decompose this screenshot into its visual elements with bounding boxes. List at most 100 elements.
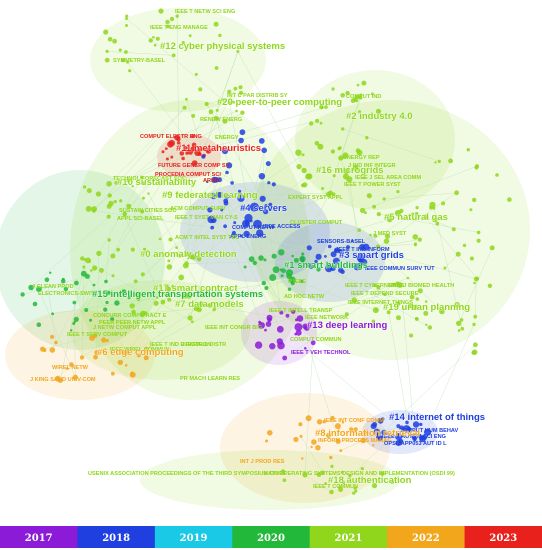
- journal-node: [425, 323, 428, 326]
- journal-node: [153, 300, 159, 306]
- journal-label: INFORM PROCESS MANAG: [318, 438, 392, 444]
- journal-node: [131, 185, 134, 188]
- citation-link: [378, 213, 479, 233]
- journal-node: [117, 359, 124, 366]
- citation-link: [98, 177, 143, 254]
- citation-link: [200, 120, 318, 150]
- journal-node: [112, 38, 117, 44]
- journal-node: [264, 286, 269, 290]
- journal-label: P IEEE: [288, 279, 306, 285]
- journal-label: WIREL NETW: [52, 365, 89, 371]
- journal-node: [296, 164, 302, 170]
- citation-link: [292, 279, 376, 311]
- journal-node: [239, 234, 243, 238]
- citation-link: [186, 260, 303, 264]
- journal-node: [222, 118, 228, 124]
- citation-link: [402, 308, 416, 440]
- journal-node: [103, 29, 109, 35]
- cluster-label-c13: #13 deep learning: [307, 320, 387, 331]
- citation-link: [315, 261, 430, 328]
- journal-node: [105, 339, 109, 343]
- journal-node: [316, 267, 321, 272]
- journal-node: [399, 425, 405, 431]
- journal-node: [330, 149, 335, 154]
- journal-label: J MED SYST: [373, 231, 407, 237]
- citation-link: [81, 314, 143, 358]
- citation-link: [388, 312, 410, 430]
- journal-node: [168, 237, 173, 242]
- journal-node: [281, 469, 286, 474]
- journal-node: [122, 349, 129, 356]
- journal-node: [140, 272, 145, 277]
- journal-node: [361, 80, 367, 86]
- citation-link: [349, 179, 361, 261]
- citation-link: [98, 107, 185, 195]
- journal-node: [74, 280, 79, 286]
- journal-node: [253, 219, 262, 229]
- cluster-hull-0: [90, 8, 266, 112]
- journal-node: [298, 422, 303, 427]
- journal-node: [409, 294, 415, 300]
- citation-link: [246, 222, 265, 284]
- journal-node: [205, 148, 210, 153]
- citation-link: [132, 285, 173, 307]
- journal-node: [278, 249, 285, 256]
- journal-node: [332, 174, 336, 178]
- journal-node: [63, 286, 69, 292]
- journal-node: [308, 263, 314, 269]
- journal-node: [113, 200, 117, 204]
- journal-node: [357, 110, 362, 114]
- journal-node: [372, 204, 376, 209]
- journal-label: SYMMETRY-BASEL: [113, 58, 166, 64]
- journal-node: [171, 284, 174, 288]
- timeline-year-label: 2023: [489, 533, 517, 544]
- journal-label: IEEE J BIOMED HEALTH: [389, 283, 454, 289]
- journal-label: IEEE T INTELL TRANSP: [269, 308, 333, 314]
- journal-label: IEEE INT CONGR BIG: [205, 325, 262, 331]
- cluster-label-c9: #9 federated learning: [162, 190, 258, 201]
- journal-node: [332, 257, 340, 265]
- journal-node: [225, 170, 229, 175]
- journal-node: [256, 229, 264, 237]
- citation-link: [189, 200, 226, 318]
- journal-node: [84, 308, 89, 312]
- journal-node: [424, 428, 432, 436]
- journal-node: [258, 322, 265, 329]
- journal-node: [104, 57, 110, 63]
- journal-node: [300, 279, 304, 284]
- journal-node: [382, 197, 386, 201]
- journal-node: [435, 221, 440, 226]
- citation-link: [128, 149, 201, 181]
- journal-node: [326, 433, 332, 438]
- journal-node: [248, 256, 255, 262]
- journal-node: [349, 427, 354, 432]
- citation-link: [425, 216, 478, 279]
- journal-node: [384, 233, 391, 239]
- journal-label: ELECTRONICS-SWITZ: [38, 291, 98, 297]
- cluster-hulls: [0, 8, 530, 510]
- journal-node: [184, 251, 190, 257]
- journal-node: [153, 43, 157, 47]
- journal-label: IEEE INT CONF COMM: [324, 418, 384, 424]
- journal-label: APPL SCI-BASEL: [117, 216, 164, 222]
- journal-node: [460, 326, 465, 331]
- journal-node: [338, 487, 344, 492]
- citation-link: [281, 247, 310, 253]
- cluster-label-c18: #18 authentication: [328, 475, 412, 486]
- journal-node: [181, 156, 185, 161]
- journal-label: CLUSTER COMPUT: [290, 220, 343, 226]
- journal-node: [456, 320, 462, 326]
- journal-node: [377, 435, 383, 441]
- journal-node: [73, 316, 79, 322]
- journal-node: [315, 445, 321, 451]
- journal-node: [223, 200, 229, 206]
- journal-node: [411, 212, 415, 216]
- journal-node: [338, 249, 343, 254]
- journal-node: [309, 121, 314, 126]
- journal-node: [329, 489, 334, 495]
- citation-link: [242, 106, 327, 133]
- journal-node: [199, 290, 203, 294]
- journal-node: [106, 214, 111, 219]
- journal-node: [121, 58, 126, 63]
